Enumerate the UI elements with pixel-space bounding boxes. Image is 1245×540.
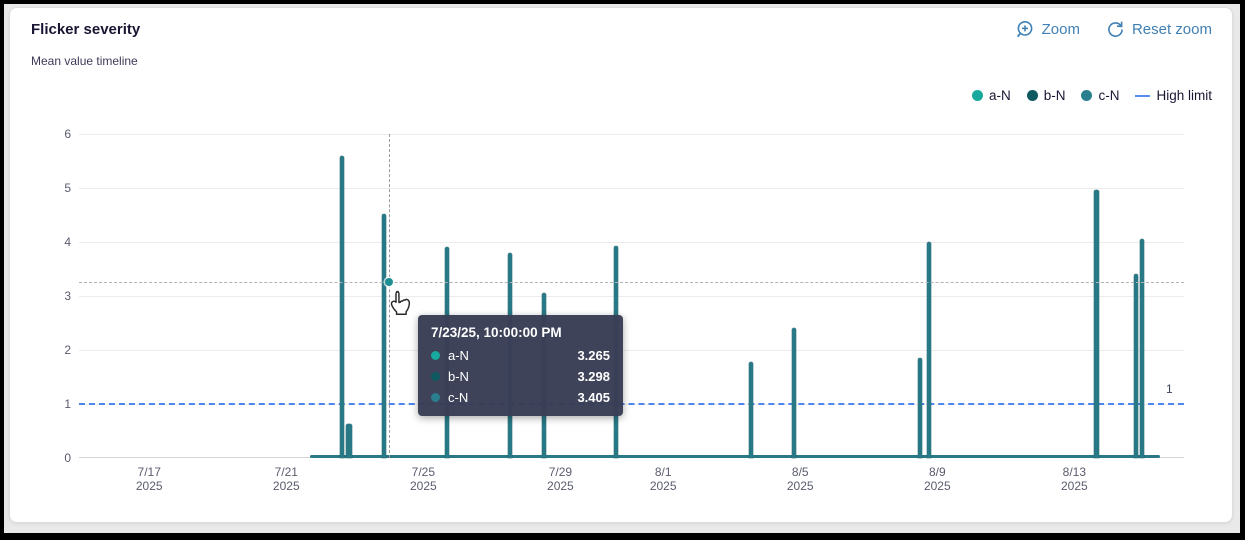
legend-label: c-N [1098, 88, 1120, 103]
series-baseline [310, 455, 1160, 458]
tooltip-series-dot [431, 393, 440, 402]
reset-zoom-button[interactable]: Reset zoom [1106, 20, 1212, 39]
tooltip-series-value: 3.265 [577, 348, 610, 363]
data-spike-12 [1134, 274, 1139, 458]
high-limit-line [79, 403, 1184, 405]
legend-label: b-N [1043, 88, 1066, 103]
chart-plot-area[interactable]: 0 1 2 3 4 5 6 7/17 2025 7/21 2025 7/25 2025 7/29 2025 8… [64, 127, 1184, 493]
y-axis-tick-0: 0 [64, 451, 71, 465]
legend-item-a-n[interactable]: a-N [971, 88, 1011, 103]
hovered-point-marker [384, 277, 393, 286]
tooltip-row: b-N 3.298 [431, 369, 610, 384]
legend-dot-swatch [971, 90, 983, 101]
legend-dot-swatch [1081, 90, 1093, 101]
data-spike-2 [381, 213, 386, 458]
chart-card: Flicker severity Mean value timeline Zoo… [9, 7, 1233, 523]
data-spike-13 [1139, 239, 1144, 458]
high-limit-label: 1 [1166, 382, 1173, 396]
gridline-y-4 [79, 242, 1184, 243]
y-axis-tick-1: 1 [64, 397, 71, 411]
tooltip-series-label: b-N [448, 369, 469, 384]
data-spike-0 [340, 155, 345, 458]
x-axis-tick-7-25: 7/25 2025 [409, 465, 437, 493]
tooltip-series-value: 3.405 [577, 390, 610, 405]
chart-toolbar: Zoom Reset zoom [1016, 20, 1212, 39]
y-axis-tick-4: 4 [64, 235, 71, 249]
crosshair-vertical [389, 134, 391, 458]
tooltip-row: a-N 3.265 [431, 348, 610, 363]
legend-item-high-limit[interactable]: High limit [1135, 88, 1212, 103]
page-title: Flicker severity [31, 21, 141, 38]
legend-dot-swatch [1026, 90, 1038, 101]
data-spike-8 [792, 328, 797, 458]
tooltip-row: c-N 3.405 [431, 390, 610, 405]
chart-subtitle: Mean value timeline [31, 54, 138, 68]
reset-zoom-button-label: Reset zoom [1131, 21, 1212, 38]
cursor-pointer-icon [388, 290, 412, 323]
gridline-y-3 [79, 296, 1184, 297]
tooltip-series-value: 3.298 [577, 369, 610, 384]
x-axis-tick-7-21: 7/21 2025 [272, 465, 300, 493]
y-axis-tick-6: 6 [64, 127, 71, 141]
data-spike-9 [918, 358, 923, 458]
x-axis-tick-7-29: 7/29 2025 [547, 465, 574, 493]
tooltip-series-dot [431, 351, 440, 360]
legend-item-c-n[interactable]: c-N [1081, 88, 1119, 103]
zoom-in-icon [1016, 20, 1035, 39]
tooltip-series-label: c-N [448, 390, 469, 405]
chart-legend: a-N b-N c-N High limit [971, 88, 1212, 103]
legend-label: a-N [988, 88, 1011, 103]
tooltip-series-dot [431, 372, 440, 381]
x-axis-tick-8-1: 8/1 2025 [649, 465, 677, 493]
crosshair-horizontal [79, 281, 1184, 283]
legend-item-b-n[interactable]: b-N [1026, 88, 1066, 103]
legend-label: High limit [1156, 88, 1212, 103]
tooltip-series-label: a-N [448, 348, 469, 363]
x-axis-tick-8-9: 8/9 2025 [923, 465, 951, 493]
gridline-y-6 [79, 134, 1184, 135]
x-axis-tick-8-5: 8/5 2025 [786, 465, 814, 493]
gridline-y-2 [79, 350, 1184, 351]
reset-zoom-icon [1106, 20, 1125, 39]
zoom-button[interactable]: Zoom [1016, 20, 1080, 39]
data-spike-10 [927, 242, 932, 458]
gridline-y-5 [79, 188, 1184, 189]
chart-tooltip: 7/23/25, 10:00:00 PM a-N 3.265 b-N 3.298 c-N… [418, 315, 623, 416]
page-background: Flicker severity Mean value timeline Zoo… [4, 4, 1240, 533]
y-axis-tick-5: 5 [64, 181, 71, 195]
tooltip-timestamp: 7/23/25, 10:00:00 PM [431, 325, 562, 340]
data-spike-11 [1094, 189, 1100, 458]
data-spike-1 [345, 423, 352, 458]
data-spike-7 [749, 361, 754, 458]
legend-line-swatch [1135, 94, 1151, 97]
x-axis-tick-7-17: 7/17 2025 [135, 465, 163, 493]
y-axis-tick-2: 2 [64, 343, 71, 357]
y-axis-tick-3: 3 [64, 289, 71, 303]
zoom-button-label: Zoom [1041, 21, 1080, 38]
x-axis-tick-8-13: 8/13 2025 [1060, 465, 1088, 493]
